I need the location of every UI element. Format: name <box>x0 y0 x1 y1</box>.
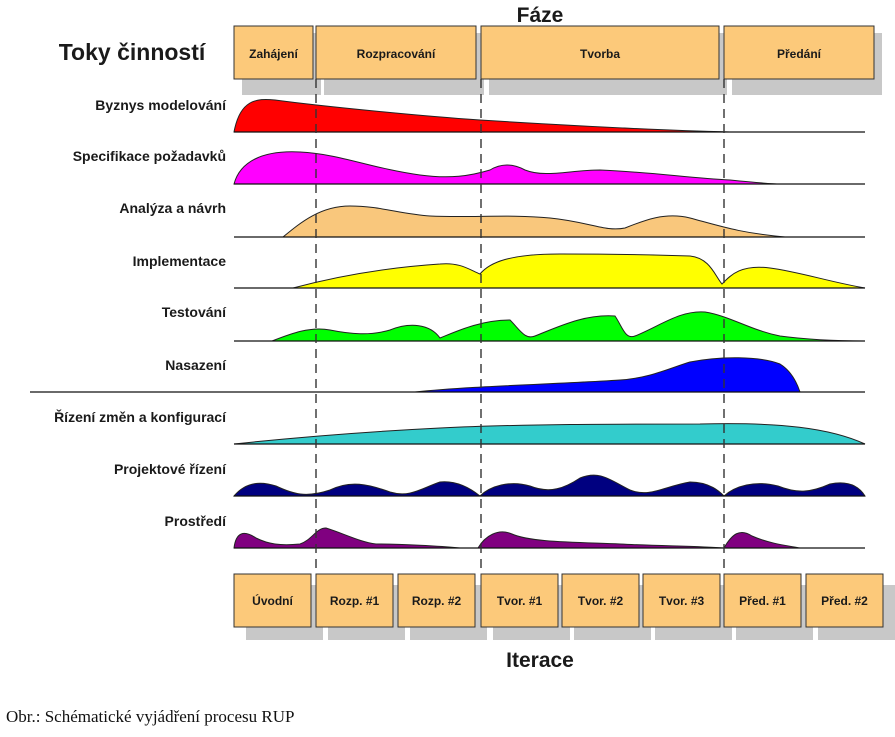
iteration-box <box>315 573 394 628</box>
phase-box <box>480 25 720 80</box>
workflow-curves <box>30 99 866 549</box>
phase-dividers <box>315 79 725 574</box>
phase-box <box>233 25 314 80</box>
workflow-curve <box>233 99 731 133</box>
phase-label: Rozpracování <box>357 47 436 61</box>
phases-title: Fáze <box>517 4 564 27</box>
iteration-label: Tvor. #2 <box>578 594 624 608</box>
iteration-label: Před. #1 <box>739 594 786 608</box>
phase-label: Tvorba <box>580 47 620 61</box>
workflow-label: Implementace <box>133 253 227 269</box>
rup-diagram: Fáze Toky činností Iterace Zahájení Rozpr… <box>30 4 895 672</box>
workflow-curve <box>232 474 866 497</box>
iteration-box <box>723 573 802 628</box>
iteration-label: Tvor. #3 <box>659 594 705 608</box>
workflow-labels: Byznys modelování Specifikace požadavků An… <box>54 97 227 529</box>
iteration-label: Úvodní <box>252 593 293 608</box>
workflow-curve <box>271 311 866 342</box>
iteration-bar: Úvodní Rozp. #1 Rozp. #2 Tvor. #1 Tvor. #2 Tv… <box>233 573 895 640</box>
workflow-label: Analýza a návrh <box>119 200 226 216</box>
workflow-curve <box>414 357 801 393</box>
workflow-curve <box>281 205 786 238</box>
phase-box <box>723 25 875 80</box>
workflow-curve <box>292 253 866 289</box>
workflow-curve <box>233 527 801 549</box>
phase-label: Předání <box>777 47 822 61</box>
figure-caption: Obr.: Schématické vyjádření procesu RUP <box>6 707 295 726</box>
workflow-curve <box>233 151 781 185</box>
workflow-label: Řízení změn a konfigurací <box>54 408 227 425</box>
iteration-label: Tvor. #1 <box>497 594 543 608</box>
workflow-label: Nasazení <box>165 357 227 373</box>
phase-label: Zahájení <box>249 47 298 61</box>
workflow-label: Prostředí <box>165 513 228 529</box>
phase-box <box>315 25 477 80</box>
workflow-label: Byznys modelování <box>95 97 227 113</box>
iterations-title: Iterace <box>506 649 574 672</box>
iteration-box <box>397 573 476 628</box>
workflows-title: Toky činností <box>59 39 207 65</box>
iteration-box <box>561 573 640 628</box>
iteration-box <box>642 573 721 628</box>
workflow-label: Specifikace požadavků <box>73 148 226 164</box>
workflow-label: Testování <box>162 304 227 320</box>
iteration-box <box>805 573 884 628</box>
workflow-curve <box>233 423 866 445</box>
iteration-label: Rozp. #1 <box>330 594 380 608</box>
iteration-box <box>233 573 312 628</box>
workflow-label: Projektové řízení <box>114 461 227 477</box>
phase-bar: Zahájení Rozpracování Tvorba Předání <box>233 25 882 95</box>
iteration-label: Rozp. #2 <box>412 594 462 608</box>
iteration-label: Před. #2 <box>821 594 868 608</box>
iteration-box <box>480 573 559 628</box>
